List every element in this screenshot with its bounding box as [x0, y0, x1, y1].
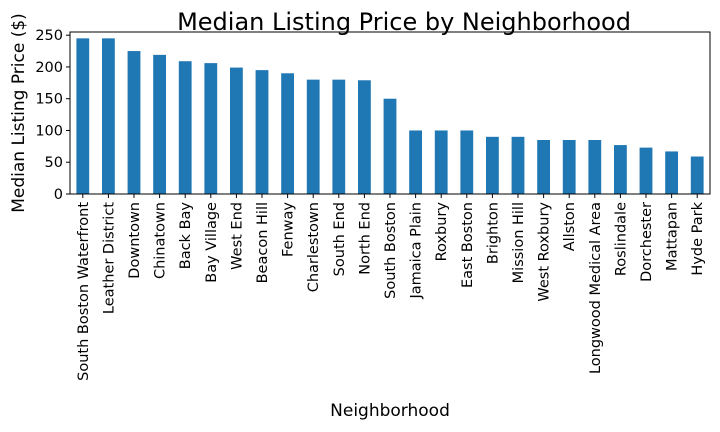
bars-group	[76, 38, 704, 195]
x-tick-label: Jamaica Plain	[409, 202, 425, 300]
y-tick-label: 0	[54, 187, 63, 203]
bar-6	[230, 67, 243, 194]
bar-24	[690, 156, 704, 194]
bar-11	[358, 80, 371, 194]
x-tick-label: Dorchester	[639, 202, 655, 282]
bar-22	[639, 147, 653, 194]
x-tick-label: Leather District	[101, 202, 117, 314]
bar-14	[434, 130, 448, 194]
x-tick-label: Brighton	[485, 202, 501, 264]
bar-9	[306, 79, 320, 194]
plot-frame	[69, 31, 711, 195]
x-axis-ticks: South Boston Waterfront Leather District D…	[76, 194, 706, 381]
x-tick-label: West Roxbury	[537, 202, 553, 302]
x-tick-label: Mission Hill	[511, 202, 527, 283]
bar-20	[588, 140, 602, 194]
bar-15	[460, 130, 474, 194]
bar-23	[665, 151, 678, 194]
x-tick-label: Chinatown	[153, 202, 169, 279]
bar-5	[204, 63, 218, 194]
x-tick-label: Roslindale	[613, 202, 629, 276]
x-tick-label: Bay Village	[204, 202, 220, 283]
x-tick-label: East Boston	[460, 202, 476, 288]
bar-2	[127, 51, 141, 195]
x-tick-label: Charlestown	[306, 202, 322, 292]
bar-16	[486, 136, 499, 194]
bar-21	[614, 145, 627, 194]
y-axis-ticks: 0 50 100 150 200 250	[35, 28, 70, 203]
y-axis-label: Median Listing Price ($)	[9, 13, 29, 213]
x-tick-label: Hyde Park	[690, 201, 706, 275]
x-tick-label: North End	[357, 202, 373, 275]
y-tick-label: 250	[35, 28, 63, 44]
bar-19	[562, 140, 576, 194]
bar-12	[383, 98, 397, 194]
bar-10	[332, 79, 346, 194]
x-tick-label: South Boston Waterfront	[76, 202, 92, 381]
y-tick-label: 100	[35, 123, 63, 139]
y-tick-label: 200	[35, 60, 63, 76]
x-tick-label: South Boston	[383, 202, 399, 299]
bar-17	[511, 136, 525, 194]
bar-13	[409, 130, 422, 194]
chart-title: Median Listing Price by Neighborhood	[177, 8, 631, 36]
x-tick-label: Back Bay	[178, 202, 194, 270]
y-tick-label: 150	[35, 92, 63, 108]
bar-7	[255, 70, 269, 194]
x-tick-label: Downtown	[127, 202, 143, 279]
bar-0	[76, 38, 90, 194]
x-tick-label: Fenway	[281, 202, 297, 257]
bar-18	[537, 140, 550, 194]
bar-1	[102, 38, 115, 194]
bar-8	[281, 73, 294, 194]
x-tick-label: Beacon Hill	[255, 202, 271, 283]
x-tick-label: West End	[229, 202, 245, 270]
bar-4	[178, 61, 192, 194]
x-tick-label: Mattapan	[665, 202, 681, 271]
x-tick-label: Allston	[562, 202, 578, 251]
y-tick-label: 50	[45, 155, 63, 171]
bar-3	[153, 54, 166, 195]
x-tick-label: Longwood Medical Area	[588, 202, 604, 374]
x-tick-label: South End	[332, 202, 348, 276]
x-tick-label: Roxbury	[434, 202, 450, 262]
x-axis-label: Neighborhood	[330, 401, 450, 421]
